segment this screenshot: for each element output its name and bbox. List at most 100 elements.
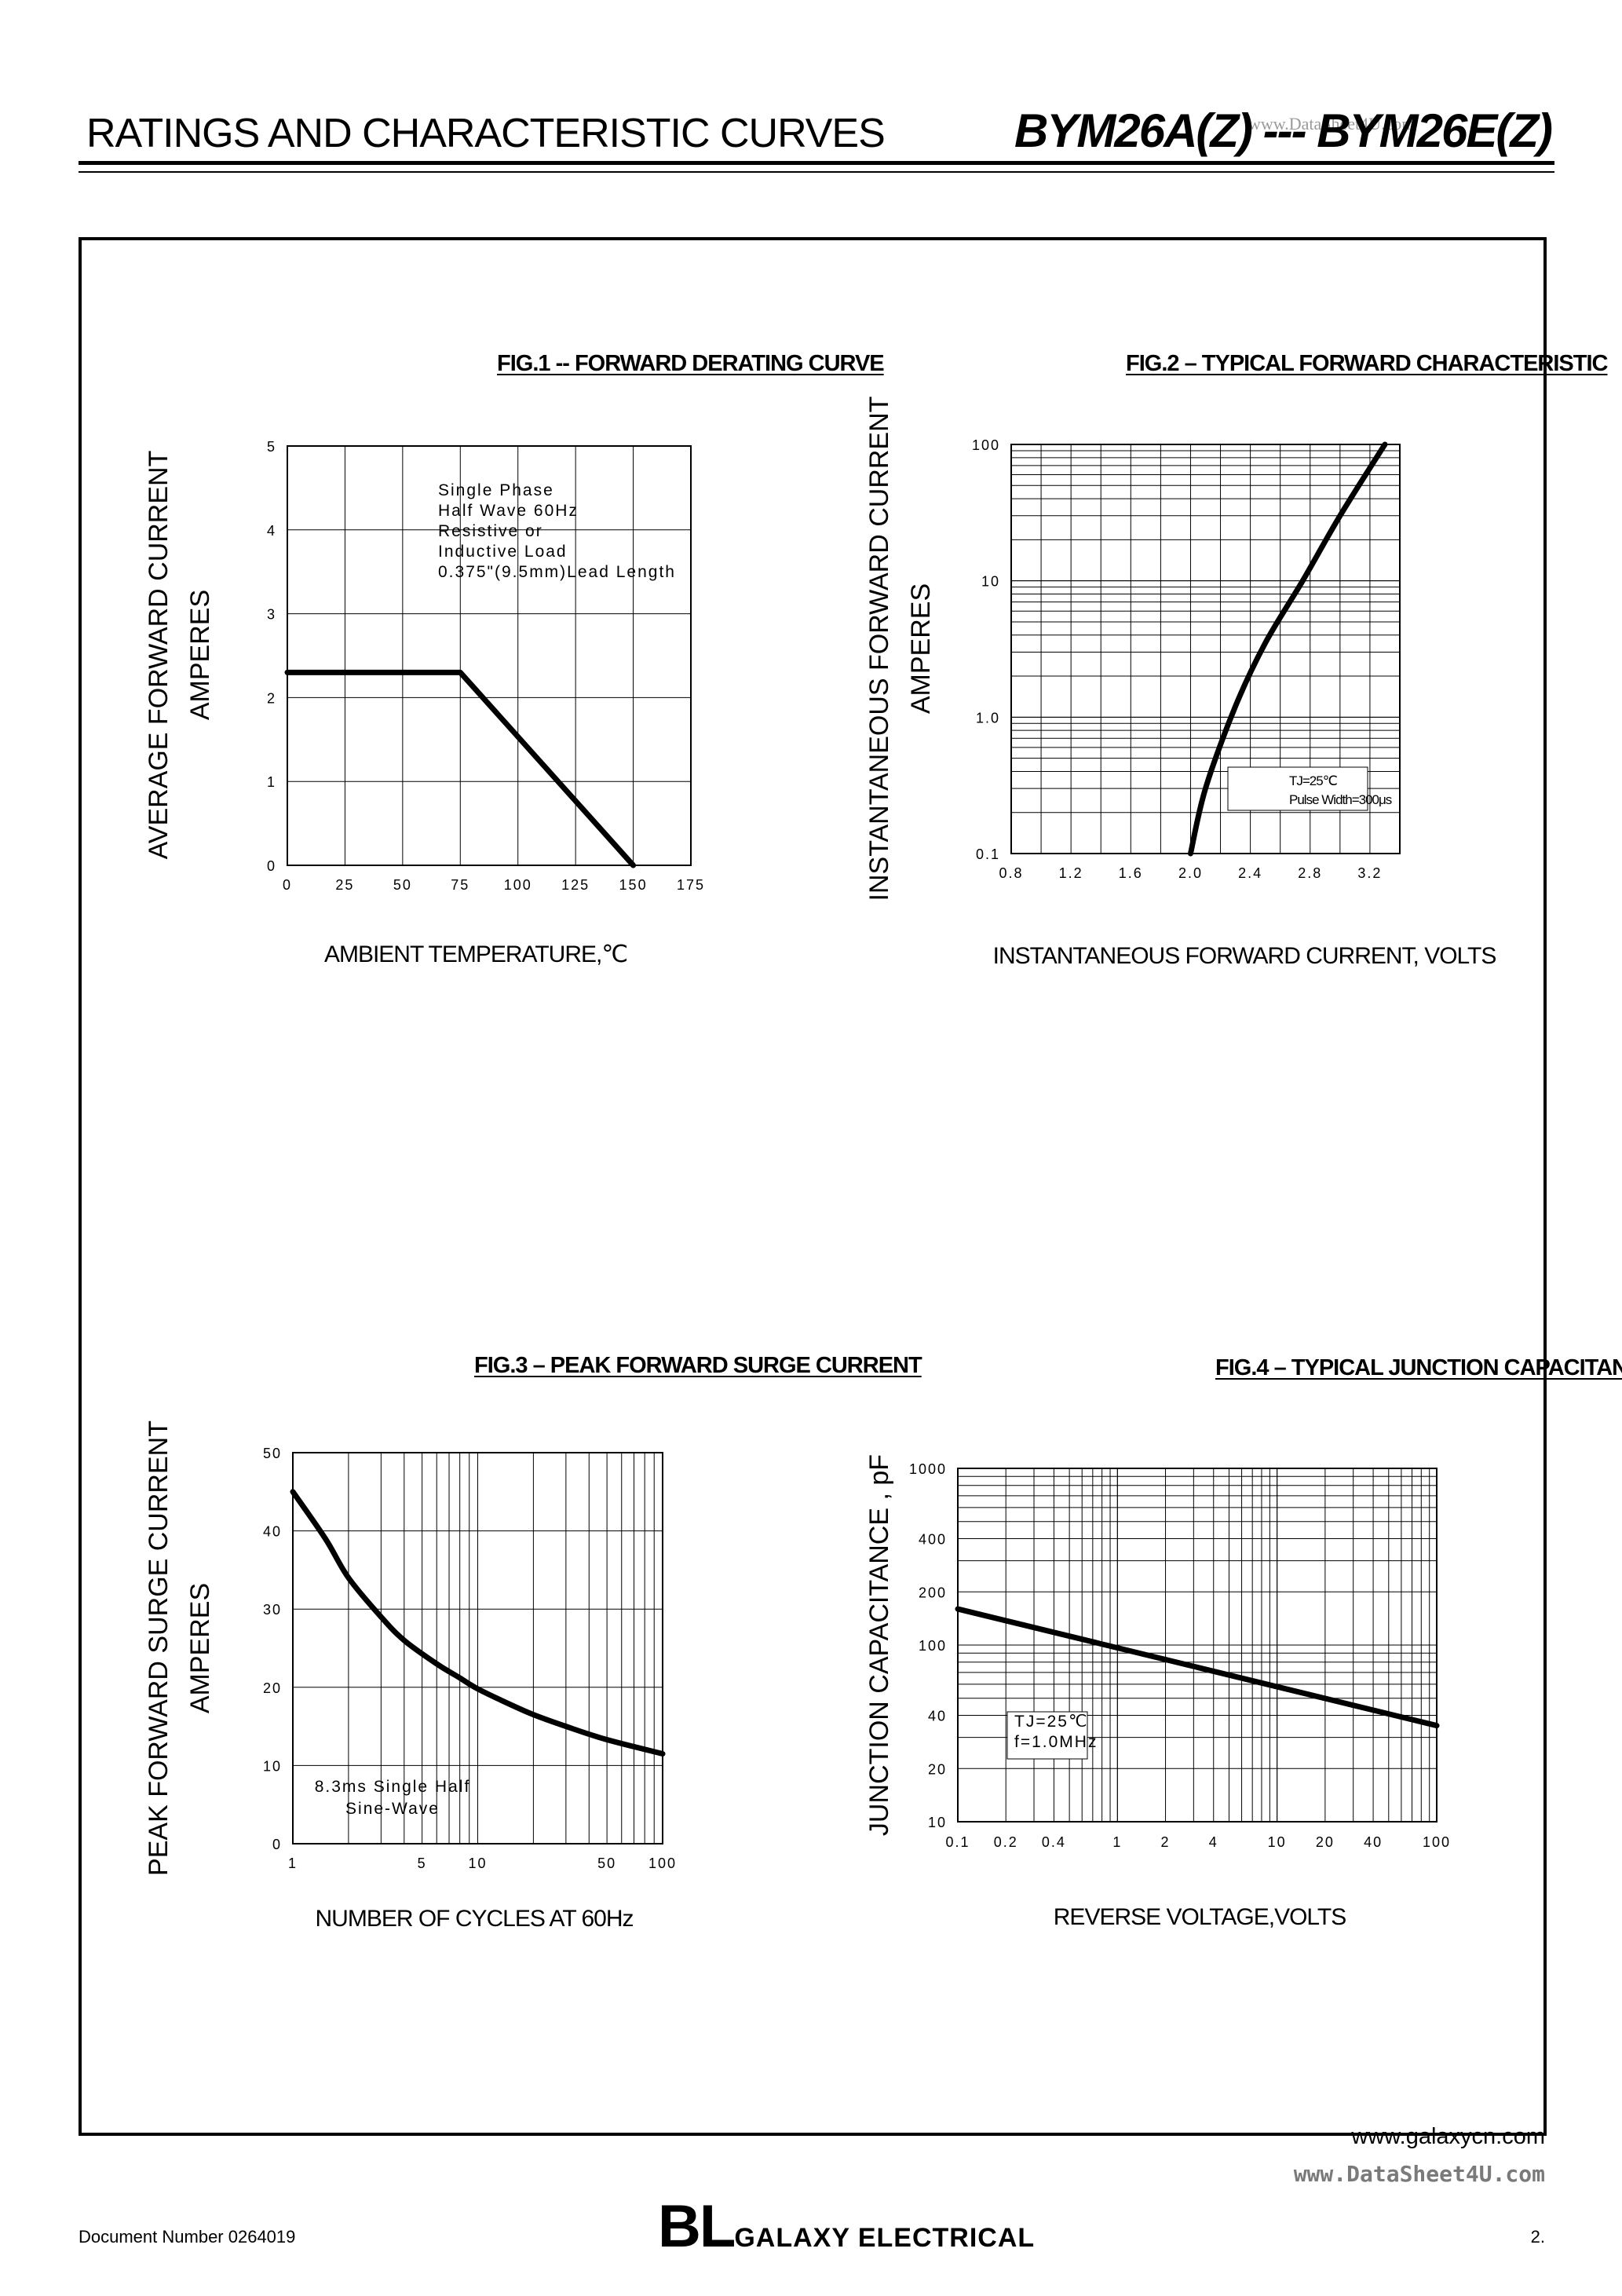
chart-2-y-tick-label: 100	[972, 437, 1000, 453]
chart-4-annotation-box	[1006, 1711, 1088, 1760]
chart-3-x-tick-label: 1	[288, 1855, 298, 1871]
chart-1-x-tick-label: 150	[619, 877, 648, 893]
chart-1-y-tick-label: 3	[267, 607, 276, 623]
chart-2-x-axis-label: INSTANTANEOUS FORWARD CURRENT, VOLTS	[993, 943, 1496, 969]
chart-4-x-tick-label: 4	[1209, 1834, 1218, 1850]
chart-1-annotation-line: Inductive Load	[438, 543, 568, 561]
header-rule-thick	[79, 161, 1554, 165]
chart-1-x-tick-label: 0	[283, 877, 292, 893]
chart-3-x-tick-label: 100	[648, 1855, 677, 1871]
chart-1-x-tick-label: 25	[335, 877, 354, 893]
chart-4-y-tick-label: 100	[919, 1638, 947, 1654]
chart-2-x-tick-label: 3.2	[1357, 865, 1382, 881]
chart-3-y-tick-label: 10	[263, 1758, 282, 1774]
chart-4-y-axis-label: JUNCTION CAPACITANCE , pF	[864, 1454, 894, 1836]
chart-2-annotation-box	[1227, 766, 1368, 811]
chart-2-x-tick-label: 2.4	[1238, 865, 1262, 881]
chart-2-data-line	[1187, 441, 1388, 857]
chart-4-x-tick-label: 100	[1423, 1834, 1451, 1850]
chart-3-data-line	[290, 1489, 666, 1757]
chart-2-x-tick-label: 1.6	[1119, 865, 1143, 881]
chart-2-x-tick-label: 0.8	[999, 865, 1023, 881]
chart-1-y-tick-label: 0	[267, 858, 276, 874]
chart-4-x-tick-label: 20	[1316, 1834, 1335, 1850]
chart-1-annotation-line: 0.375"(9.5mm)Lead Length	[438, 563, 676, 581]
chart-4-y-tick-label: 20	[928, 1761, 947, 1777]
chart-4-y-tick-label: 10	[928, 1815, 947, 1830]
chart-4-y-tick-label: 1000	[909, 1461, 947, 1477]
chart-4-y-tick-label: 200	[919, 1585, 947, 1600]
chart-1-y-tick-label: 5	[267, 439, 276, 455]
document-number: Document Number 0264019	[79, 2227, 296, 2247]
figure-frame	[79, 237, 1547, 2136]
chart-4-plot-border	[957, 1468, 1438, 1823]
header-rule-thin	[79, 171, 1554, 173]
chart-4-y-tick-label: 40	[928, 1709, 947, 1724]
chart-3-y-tick-label: 20	[263, 1680, 282, 1696]
chart-2-y-axis-label: INSTANTANEOUS FORWARD CURRENT	[864, 397, 894, 901]
company-name: GALAXY ELECTRICAL	[734, 2223, 1036, 2253]
chart-3-x-axis-label: NUMBER OF CYCLES AT 60Hz	[316, 1906, 634, 1932]
chart-4-x-tick-label: 10	[1268, 1834, 1287, 1850]
chart-4-x-axis-label: REVERSE VOLTAGE,VOLTS	[1054, 1904, 1346, 1930]
chart-4-x-tick-label: 0.4	[1042, 1834, 1066, 1850]
chart-3-title: FIG.3 – PEAK FORWARD SURGE CURRENT	[474, 1353, 922, 1378]
chart-4-x-tick-label: 2	[1161, 1834, 1171, 1850]
page-number: 2.	[1530, 2227, 1545, 2247]
chart-1-title: FIG.1 -- FORWARD DERATING CURVE	[497, 351, 884, 376]
chart-4-y-tick-label: 400	[919, 1532, 947, 1548]
chart-2-plot-border	[1010, 444, 1401, 854]
chart-2-y-axis-label: AMPERES	[906, 583, 936, 714]
chart-1-x-tick-label: 100	[504, 877, 532, 893]
chart-1-y-axis-label: AMPERES	[185, 590, 215, 720]
chart-1-x-tick-label: 175	[677, 877, 705, 893]
chart-3-x-tick-label: 10	[468, 1855, 487, 1871]
chart-3-annotation-line: 8.3ms Single Half	[315, 1778, 471, 1796]
chart-2-annotation-line: Pulse Width=300μs	[1289, 792, 1392, 807]
chart-1-y-axis-label: AVERAGE FORWARD CURRENT	[144, 451, 174, 860]
chart-2-y-tick-label: 1.0	[976, 710, 1000, 726]
chart-2-x-tick-label: 1.2	[1059, 865, 1083, 881]
chart-1-annotation-line: Resistive or	[438, 522, 543, 540]
chart-2-y-tick-label: 10	[981, 574, 1000, 590]
chart-2-x-tick-label: 2.8	[1298, 865, 1322, 881]
chart-1-y-tick-label: 2	[267, 690, 276, 706]
part-number: BYM26A(Z) --- BYM26E(Z)	[1014, 104, 1553, 157]
chart-4-annotation-line: f=1.0MHz	[1014, 1733, 1098, 1751]
chart-3-y-tick-label: 50	[263, 1446, 282, 1461]
chart-4-data-line	[955, 1606, 1440, 1729]
chart-1-plot-border	[287, 445, 692, 866]
chart-3-x-tick-label: 50	[597, 1855, 616, 1871]
chart-4-x-tick-label: 1	[1112, 1834, 1122, 1850]
chart-4-x-tick-label: 0.1	[945, 1834, 970, 1850]
chart-1-annotation-line: Single Phase	[438, 481, 554, 499]
chart-3-x-tick-label: 5	[418, 1855, 427, 1871]
chart-3-y-axis-label: PEAK FORWARD SURGE CURRENT	[144, 1420, 174, 1876]
chart-1-x-tick-label: 50	[393, 877, 412, 893]
chart-2-y-tick-label: 0.1	[976, 846, 1000, 862]
chart-2-x-tick-label: 2.0	[1178, 865, 1203, 881]
header-watermark: www.DataSheet4U.com	[1248, 114, 1416, 133]
chart-1-x-tick-label: 75	[451, 877, 469, 893]
footer-website: www.galaxycn.com	[1351, 2124, 1545, 2149]
chart-3-y-tick-label: 30	[263, 1602, 282, 1618]
chart-3-y-axis-label: AMPERES	[185, 1583, 215, 1713]
chart-1-x-axis-label: AMBIENT TEMPERATURE,℃	[324, 941, 627, 967]
company-logo: BLGALAXY ELECTRICAL	[658, 2192, 1035, 2261]
logo-mark: BL	[658, 2193, 736, 2260]
chart-3-annotation-line: Sine-Wave	[345, 1800, 440, 1818]
chart-1-annotation-line: Half Wave 60Hz	[438, 502, 579, 520]
chart-1-y-tick-label: 1	[267, 774, 276, 790]
chart-1-y-tick-label: 4	[267, 523, 276, 539]
chart-3-plot-border	[292, 1452, 663, 1844]
chart-2-title: FIG.2 – TYPICAL FORWARD CHARACTERISTIC	[1126, 351, 1609, 376]
chart-4-x-tick-label: 40	[1364, 1834, 1383, 1850]
chart-4-annotation-line: TJ=25℃	[1014, 1713, 1089, 1731]
footer-watermark: www.DataSheet4U.com	[1293, 2161, 1545, 2187]
chart-1-data-line	[284, 669, 637, 868]
chart-1-x-tick-label: 125	[561, 877, 590, 893]
chart-2-annotation-line: TJ=25℃	[1289, 773, 1337, 788]
chart-4-title: FIG.4 – TYPICAL JUNCTION CAPACITANCE	[1215, 1355, 1622, 1380]
chart-4-x-tick-label: 0.2	[994, 1834, 1018, 1850]
